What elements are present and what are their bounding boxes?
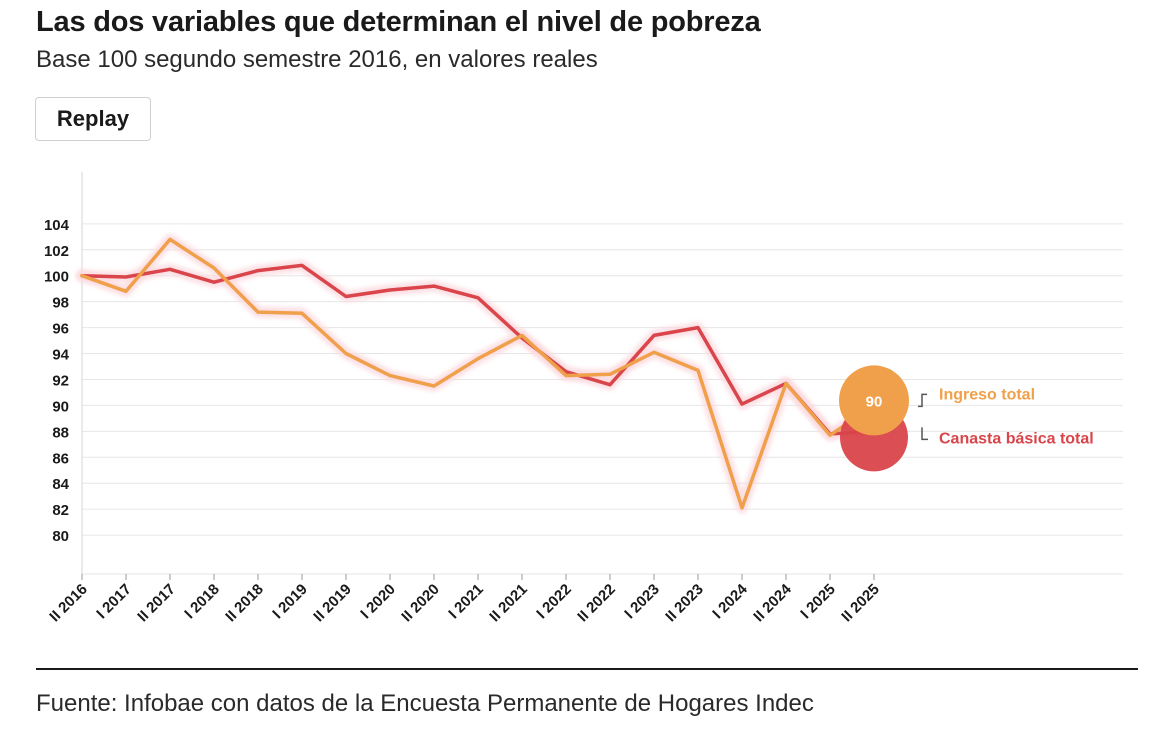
y-tick-label: 88 (52, 424, 69, 441)
x-tick-label: I 2022 (533, 581, 575, 623)
series-label-ingreso: Ingreso total (939, 386, 1035, 403)
y-tick-label: 100 (44, 269, 69, 286)
y-tick-label: 94 (52, 347, 69, 364)
x-tick-label: I 2025 (797, 581, 839, 623)
x-tick-label: II 2017 (134, 581, 178, 625)
y-tick-label: 102 (44, 243, 69, 260)
end-markers: 90 Ingreso total Canasta básica total (839, 365, 1094, 471)
leader-canasta (922, 427, 928, 439)
x-tick-label: I 2018 (181, 581, 223, 623)
x-tick-label: I 2023 (621, 581, 663, 623)
series-lines (82, 239, 874, 508)
series-label-canasta: Canasta básica total (939, 430, 1094, 447)
y-tick-label: 82 (52, 502, 69, 519)
x-tick-label: I 2021 (445, 581, 487, 623)
y-tick-label: 96 (52, 321, 69, 338)
x-tick-label: I 2017 (93, 581, 135, 623)
x-tick-label: II 2018 (222, 581, 266, 625)
series-line-canasta (82, 265, 874, 434)
y-tick-label: 98 (52, 295, 69, 312)
x-tick-label: II 2025 (838, 581, 882, 625)
x-tick-label: I 2024 (709, 580, 751, 622)
y-tick-label: 80 (52, 528, 69, 545)
y-tick-label: 86 (52, 450, 69, 467)
y-tick-label: 90 (52, 398, 69, 415)
end-value-label: 90 (866, 393, 883, 410)
x-tick-label: I 2020 (357, 581, 399, 623)
leader-ingreso (918, 394, 927, 406)
x-tick-label: II 2024 (750, 580, 795, 625)
y-tick-label: 92 (52, 372, 69, 389)
x-tick-label: II 2021 (486, 581, 530, 625)
x-tick-label: II 2022 (574, 581, 618, 625)
x-tick-label: II 2020 (398, 581, 442, 625)
series-glow (82, 265, 874, 434)
x-tick-label: II 2019 (310, 581, 354, 625)
footer-divider (36, 668, 1138, 670)
x-tick-label: II 2023 (662, 581, 706, 625)
x-tick-label: I 2019 (269, 581, 311, 623)
x-tick-label: II 2016 (46, 581, 90, 625)
y-tick-label: 104 (44, 217, 70, 234)
y-tick-label: 84 (52, 476, 69, 493)
source-note: Fuente: Infobae con datos de la Encuesta… (36, 690, 814, 718)
